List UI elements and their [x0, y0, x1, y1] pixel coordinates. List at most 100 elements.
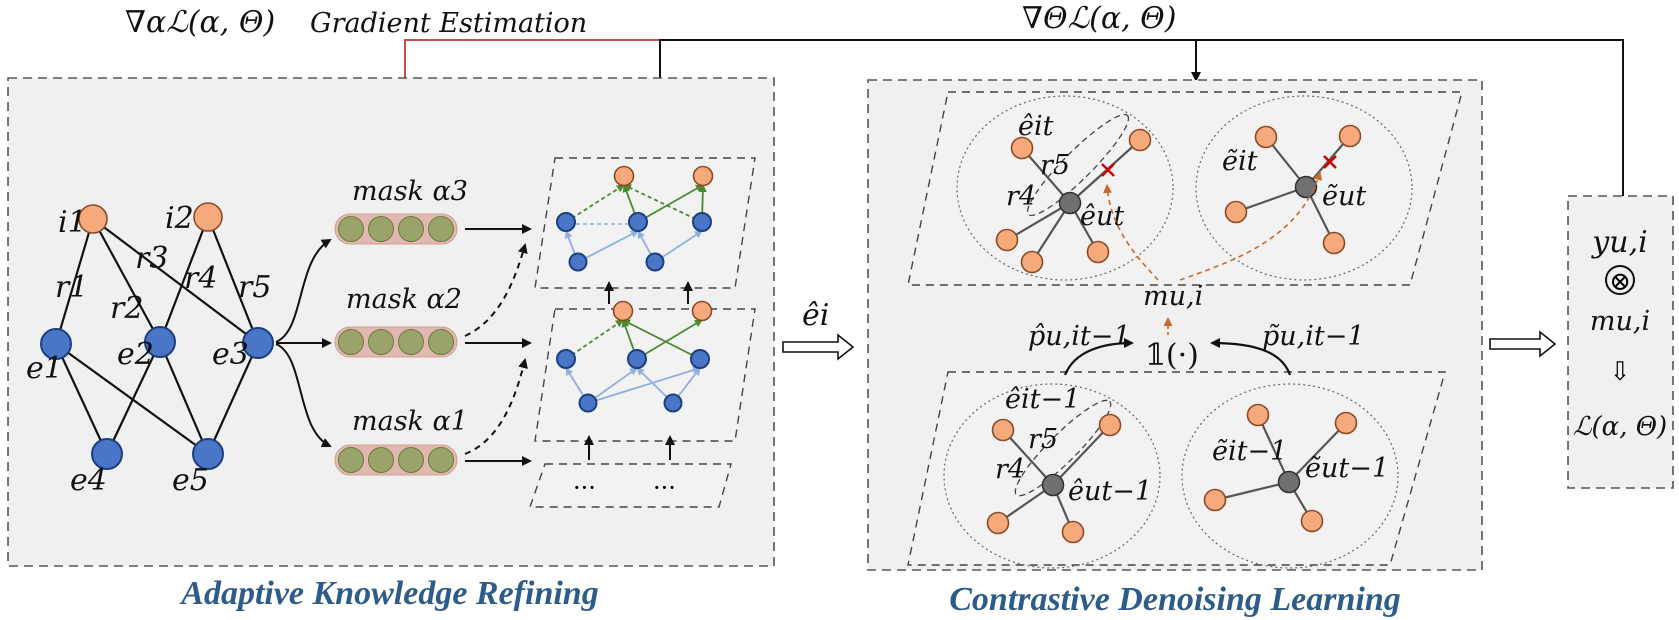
small-blue-node	[556, 212, 576, 232]
item-node	[986, 511, 1010, 535]
label-r5: r5	[238, 270, 271, 305]
label-bottom-left-r5: r5	[1028, 424, 1058, 455]
green-edge-dashed	[565, 184, 625, 223]
label-i2: i2	[165, 201, 194, 236]
plane-stack-arrows	[584, 281, 693, 460]
green-edge	[637, 184, 704, 223]
hollow-arrow-to-loss	[1489, 330, 1557, 358]
gradient-estimation-label: Gradient Estimation	[310, 8, 587, 39]
alpha-gradient-label: ∇αℒ(α, Θ)	[125, 5, 275, 40]
label-r4: r4	[184, 261, 217, 296]
entity-node-e4	[91, 438, 123, 470]
item-node	[1128, 128, 1152, 152]
small-blue-node	[627, 349, 647, 369]
star-graphs	[943, 95, 1413, 569]
spoke-edge	[1288, 422, 1347, 483]
mask-cell	[428, 216, 454, 242]
label-top-left-r4: r4	[1006, 181, 1036, 212]
small-blue-node	[663, 393, 683, 413]
label-bottom-left-item: êit−1	[1005, 384, 1080, 415]
otimes-circle	[1605, 265, 1635, 295]
label-bottom-right-user: ẽut−1	[1305, 453, 1389, 484]
entity-node-e2	[144, 326, 176, 358]
small-blue-node	[568, 252, 588, 272]
mask-labels: mask α3 mask α2 mask α1	[346, 176, 468, 437]
small-blue-node	[578, 393, 598, 413]
label-e5: e5	[172, 463, 209, 498]
item-node	[1338, 124, 1362, 148]
small-blue-node	[628, 212, 648, 232]
spoke-edge	[1214, 480, 1290, 502]
dotted-ellipse	[1181, 383, 1399, 569]
label-e4: e4	[70, 463, 107, 498]
knowledge-graph-edges	[54, 216, 260, 455]
label-r2: r2	[110, 291, 143, 326]
user-node	[1277, 470, 1301, 494]
item-node	[1020, 250, 1044, 274]
small-orange-node	[691, 300, 713, 322]
dotted-ellipse	[943, 383, 1161, 569]
label-i1: i1	[58, 205, 87, 240]
caption-contrastive-denoising-learning: Contrastive Denoising Learning	[949, 581, 1401, 618]
contrastive-arrows	[1063, 171, 1323, 376]
mask-cell	[398, 329, 424, 355]
mask-bars	[334, 213, 458, 476]
mask-bar	[334, 326, 458, 358]
mask-label-alpha2: mask α2	[346, 284, 462, 315]
mask-plane-arrows	[464, 224, 532, 466]
light-blue-edge	[587, 367, 638, 404]
mask-cell	[338, 216, 364, 242]
green-edge	[636, 319, 703, 360]
light-blue-edge	[587, 366, 701, 404]
item-node	[1098, 413, 1122, 437]
small-blue-node	[645, 252, 665, 272]
item-node	[995, 228, 1019, 252]
ellipsis-right: ···	[653, 474, 676, 502]
item-node	[1254, 125, 1278, 149]
entity-node-e5	[192, 438, 224, 470]
item-node-i2	[193, 202, 223, 232]
spoke-edge	[1257, 414, 1290, 483]
label-bottom-left-user: êut−1	[1068, 476, 1152, 507]
mask-cell	[368, 216, 394, 242]
label-p-hat: p̂u,it−1	[1028, 321, 1131, 352]
item-node	[1086, 240, 1110, 264]
green-edge-dashed	[623, 184, 703, 223]
dotted-ellipse	[956, 95, 1174, 281]
knowledge-graph-nodes	[40, 202, 274, 470]
label-indicator: 𝟙(·)	[1145, 338, 1199, 373]
small-orange-node	[612, 300, 634, 322]
mask-cell	[338, 329, 364, 355]
refined-graph-plane-1	[529, 463, 732, 508]
loss-box-loss: ℒ(α, Θ)	[1573, 412, 1667, 442]
label-e3: e3	[212, 337, 249, 372]
item-node-i1	[78, 204, 108, 234]
item-node	[1061, 520, 1085, 544]
user-node	[1058, 191, 1082, 215]
green-edge-dashed	[565, 319, 624, 360]
light-blue-edge	[577, 230, 639, 263]
label-top-right-user: ẽut	[1322, 181, 1366, 212]
label-top-right-item: ẽit	[1222, 146, 1258, 177]
item-node	[1010, 136, 1034, 160]
mask-cell	[398, 216, 424, 242]
label-e2: e2	[117, 337, 154, 372]
item-node	[1334, 411, 1358, 435]
cut-mark	[1323, 155, 1337, 169]
theta-gradient-label: ∇Θℒ(α, Θ)	[1022, 1, 1176, 36]
fan-out-arrows	[275, 238, 332, 448]
dashed-selection	[1026, 113, 1130, 217]
mask-bar	[334, 444, 458, 476]
item-node	[1246, 403, 1270, 427]
small-orange-node	[613, 165, 635, 187]
label-r3: r3	[135, 241, 168, 276]
user-node	[1041, 473, 1065, 497]
label-top-left-item: êit	[1018, 111, 1054, 142]
spoke-edge	[1021, 147, 1071, 204]
loss-box	[1567, 195, 1674, 489]
mask-bar	[334, 213, 458, 245]
plane-graphs	[556, 165, 714, 413]
mask-cell	[428, 447, 454, 473]
knowledge-graph-labels: i1 i2 r1 r2 r3 r4 r5 e1 e2 e3 e4 e5	[26, 201, 271, 498]
item-node	[991, 418, 1015, 442]
